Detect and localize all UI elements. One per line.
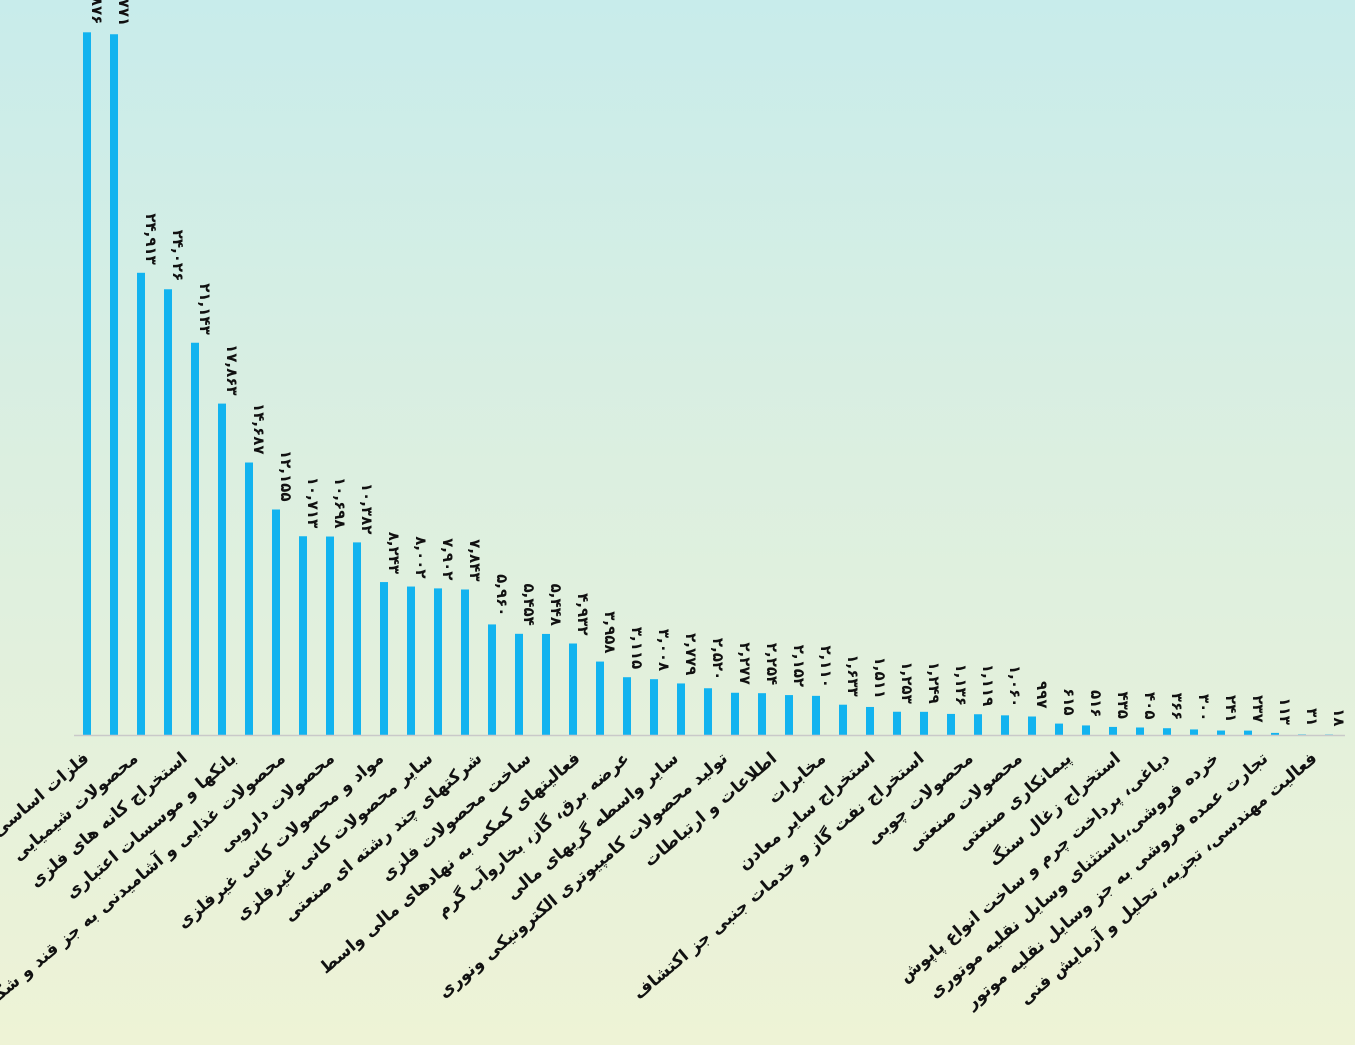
bar — [380, 582, 388, 735]
value-label: ۲,۵۲۰ — [709, 638, 727, 680]
bar — [623, 677, 631, 735]
value-label: ۱,۰۶۰ — [1006, 665, 1024, 707]
value-label: ۴۰۵ — [1141, 692, 1159, 719]
bar — [461, 589, 469, 735]
value-label: ۱۷,۸۶۳ — [223, 344, 241, 395]
value-label: ۲,۲۷۷ — [736, 642, 754, 684]
value-label: ۱۰,۷۱۳ — [304, 477, 322, 528]
value-label: ۲۴۱ — [1222, 695, 1240, 722]
bar — [164, 289, 172, 735]
bar — [1001, 715, 1009, 735]
bar — [299, 536, 307, 735]
value-label: ۸,۲۴۳ — [385, 532, 403, 574]
bar — [650, 679, 658, 735]
bar — [1190, 729, 1198, 735]
bar — [1217, 730, 1225, 735]
value-label: ۱۴,۶۸۷ — [250, 403, 268, 454]
bar — [245, 462, 253, 735]
bar — [731, 692, 739, 735]
value-label: ۱,۵۱۱ — [871, 657, 889, 699]
value-label: ۱,۱۱۹ — [979, 664, 997, 706]
value-label: ۱,۲۴۹ — [925, 661, 943, 703]
value-label: ۲۴,۹۱۳ — [142, 213, 160, 264]
value-label: ۲,۲۵۴ — [763, 643, 781, 685]
value-label: ۳۷,۷۷۱ — [115, 0, 133, 26]
value-label: ۲,۱۵۲ — [790, 645, 808, 687]
value-label: ۲۴,۰۲۶ — [169, 230, 187, 281]
bar — [326, 536, 334, 735]
value-label: ۱,۶۳۳ — [844, 654, 862, 696]
value-label: ۶۱۵ — [1060, 688, 1078, 715]
value-label: ۲۱,۱۴۳ — [196, 283, 214, 334]
bar — [1082, 725, 1090, 735]
value-label: ۳,۹۵۸ — [601, 611, 619, 653]
bar — [110, 34, 118, 736]
value-label: ۳,۱۱۵ — [628, 627, 646, 669]
bar — [947, 713, 955, 735]
value-label: ۳۷,۸۷۶ — [88, 0, 106, 24]
bar — [83, 32, 91, 735]
bar — [785, 695, 793, 735]
value-label: ۹۹۷ — [1033, 681, 1051, 708]
value-label: ۳۶۶ — [1168, 693, 1186, 720]
bar — [137, 272, 145, 735]
bar — [272, 509, 280, 735]
value-label: ۱,۲۵۳ — [898, 661, 916, 703]
value-label: ۱۰,۳۸۲ — [358, 483, 376, 534]
bar — [1109, 726, 1117, 735]
bar — [542, 633, 550, 735]
bar — [974, 714, 982, 735]
value-label: ۱۲,۱۵۵ — [277, 450, 295, 501]
bar — [1271, 732, 1279, 735]
bar — [1163, 728, 1171, 735]
bar — [812, 695, 820, 735]
bar — [569, 643, 577, 735]
bar — [191, 342, 199, 735]
bar — [353, 542, 361, 735]
value-label: ۵,۴۵۴ — [520, 583, 538, 625]
bar — [596, 661, 604, 735]
value-label: ۴۳۵ — [1114, 691, 1132, 718]
bar — [1298, 734, 1306, 735]
value-label: ۵,۹۶۰ — [493, 574, 511, 616]
bar — [218, 403, 226, 735]
value-label: ۵۱۶ — [1087, 690, 1105, 717]
bars-group — [83, 32, 1333, 736]
bar — [839, 704, 847, 735]
bar — [515, 633, 523, 735]
bar — [407, 586, 415, 735]
bar — [1028, 716, 1036, 735]
value-labels-group: ۳۷,۸۷۶ ۳۷,۷۷۱ ۲۴,۹۱۳ ۲۴,۰۲۶ ۲۱,۱۴۳ ۱۷,۸۶۳ ۱۴,۶… — [88, 0, 1348, 727]
bar — [920, 711, 928, 735]
value-label: ۱,۱۳۶ — [952, 664, 970, 706]
bar — [704, 688, 712, 735]
value-label: ۱۱۳ — [1276, 697, 1294, 724]
value-label: ۵,۴۴۸ — [547, 584, 565, 626]
value-label: ۳۰۰ — [1195, 694, 1213, 721]
value-label: ۲۳۷ — [1249, 695, 1267, 722]
value-label: ۱۰,۶۹۸ — [331, 477, 349, 528]
value-label: ۷,۹۰۲ — [439, 538, 457, 580]
bar — [758, 693, 766, 735]
value-label: ۴,۹۳۲ — [574, 593, 592, 635]
bar — [893, 711, 901, 735]
value-label: ۷,۸۴۳ — [466, 539, 484, 581]
value-label: ۲,۷۷۹ — [682, 633, 700, 675]
bar — [1244, 730, 1252, 735]
bar — [866, 706, 874, 735]
bar — [434, 588, 442, 735]
bar — [1136, 727, 1144, 735]
bar — [1055, 723, 1063, 735]
bar — [677, 683, 685, 735]
value-label: ۱۸ — [1330, 708, 1348, 726]
value-label: ۳۱ — [1303, 708, 1321, 726]
value-label: ۸,۰۰۲ — [412, 536, 430, 578]
value-label: ۳,۰۰۸ — [655, 629, 673, 671]
bar — [488, 624, 496, 735]
value-label: ۲,۱۱۰ — [817, 646, 835, 688]
